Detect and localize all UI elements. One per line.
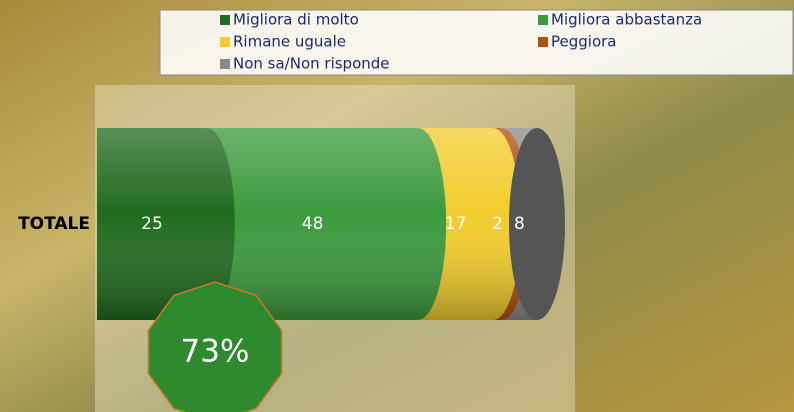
annotation: 73% <box>181 334 250 370</box>
legend-label: Rimane uguale <box>233 33 346 51</box>
legend-label: Migliora di molto <box>233 11 359 29</box>
data-label: 48 <box>302 214 324 234</box>
data-label: 25 <box>141 214 163 234</box>
legend-swatch <box>220 37 230 47</box>
data-label: 17 <box>445 214 467 234</box>
legend-label: Migliora abbastanza <box>551 11 702 29</box>
legend-swatch <box>538 37 548 47</box>
legend-swatch <box>220 15 230 25</box>
chart: 25 48 17 28 73% Migliora di molto Migliora a… <box>0 0 794 412</box>
y-tick-label: TOTALE <box>18 214 90 234</box>
data-label: 2 <box>492 214 503 234</box>
legend-label: Non sa/Non risponde <box>233 55 390 73</box>
legend-label: Peggiora <box>551 33 617 51</box>
legend-swatch <box>220 59 230 69</box>
data-label: 8 <box>514 214 525 234</box>
legend-swatch <box>538 15 548 25</box>
